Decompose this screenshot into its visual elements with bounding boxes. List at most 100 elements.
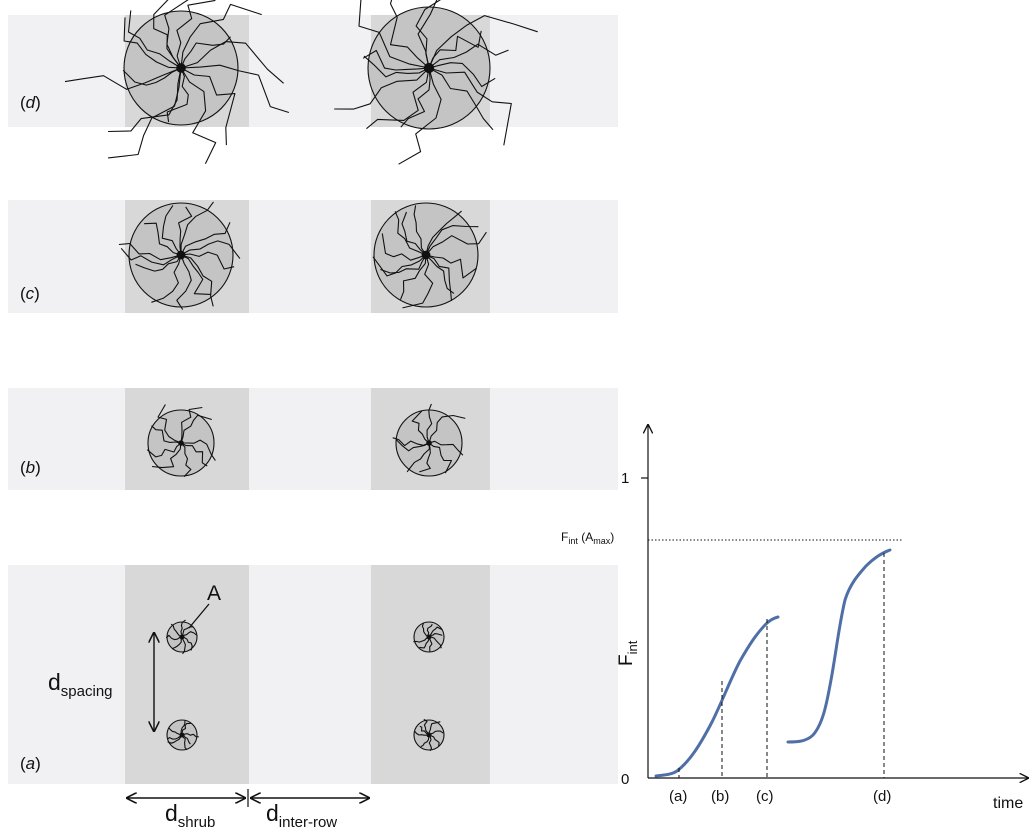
shrub-stem	[176, 250, 186, 260]
shrub-stem	[426, 440, 432, 446]
shrub-root	[108, 67, 182, 133]
shrub-root	[151, 442, 182, 469]
shrub-root	[171, 636, 183, 650]
shrub-root	[123, 17, 182, 69]
shrub-root	[428, 626, 443, 638]
marker-label-d: (d)	[873, 788, 891, 805]
shrub-root	[180, 201, 214, 256]
shrub-d-2	[334, 0, 538, 165]
shrub-a-4	[413, 718, 445, 752]
shrub-root	[358, 0, 430, 69]
fint-graph: 1 0 Fint time Fint (Amax) (a) (b) (c) (d…	[561, 425, 1028, 812]
shrub-root	[122, 67, 182, 86]
shrub-label-a: A	[207, 582, 221, 605]
row-band-d	[8, 15, 618, 127]
shrub-root	[180, 254, 214, 307]
shrub-root	[164, 0, 189, 69]
shrub-root	[362, 49, 430, 71]
shrub-root	[428, 734, 433, 752]
shrub-root	[181, 722, 192, 736]
shrub-stem	[423, 62, 435, 74]
shrub-root	[417, 0, 438, 69]
shrub-stem	[179, 732, 185, 738]
shrub-root	[118, 242, 182, 261]
shrub-root	[181, 636, 186, 655]
x-axis-label: time	[993, 795, 1023, 812]
shrub-root	[180, 240, 241, 259]
shrub-stem	[421, 250, 431, 260]
shrub-root	[428, 721, 441, 736]
marker-label-b: (b)	[711, 788, 729, 805]
shrub-root	[414, 730, 430, 736]
shrub-root	[425, 210, 462, 256]
shrub-root	[181, 636, 193, 651]
shrub-root	[372, 254, 427, 277]
shrub-root	[180, 619, 186, 638]
shrub-d-1	[64, 0, 290, 164]
shrub-root	[363, 55, 430, 78]
y-tick-label-1: 1	[621, 470, 629, 487]
shrub-root	[180, 442, 208, 467]
shrub-c-1	[118, 201, 241, 310]
shrub-root	[151, 425, 182, 444]
spacing-dimension-label: dspacing	[48, 669, 113, 700]
shrub-root	[392, 437, 430, 447]
shrub-root	[165, 634, 183, 641]
panel-label-c: (c)	[20, 284, 40, 303]
shrub-root	[334, 67, 430, 110]
shrub-root	[401, 211, 427, 256]
shrub-root	[180, 64, 290, 114]
shrub-root	[180, 414, 212, 444]
growth-curve-first-planting	[654, 615, 780, 778]
shrub-root	[428, 15, 538, 69]
shrub-root	[428, 43, 509, 69]
row-band-c	[8, 200, 618, 313]
panel-label-b: (b)	[20, 458, 41, 477]
shrub-root	[176, 254, 192, 310]
shrub-root	[108, 67, 182, 159]
shrub-root	[366, 67, 430, 130]
shrub-root	[428, 414, 466, 444]
shrub-root	[428, 67, 494, 131]
shrub-layer	[64, 0, 538, 752]
shrub-stem	[179, 634, 185, 640]
shrub-root	[421, 622, 430, 638]
shrub-root	[146, 442, 182, 458]
shrub-root	[168, 727, 183, 736]
shrub-stem	[176, 63, 186, 73]
shrub-root	[428, 442, 453, 474]
shrub-root	[402, 254, 434, 309]
shrub-root	[180, 67, 217, 164]
shrub-root	[394, 211, 427, 256]
shrub-root	[176, 0, 216, 69]
shrub-stem	[426, 732, 432, 738]
shrub-stem	[178, 440, 184, 446]
shrub-root	[167, 734, 183, 744]
shrub-root	[157, 404, 182, 444]
shrub-root	[423, 718, 430, 736]
shrub-root	[428, 440, 464, 456]
shrub-c-2	[372, 202, 487, 309]
shrub-root	[64, 67, 182, 90]
shrub-root	[398, 67, 442, 165]
shrub-root	[425, 225, 479, 256]
shrub-root	[180, 36, 231, 69]
shrub-root	[181, 439, 216, 461]
shrub-root	[428, 636, 442, 649]
shrub-root	[180, 442, 192, 478]
shrub-root	[411, 410, 430, 444]
shrub-root	[181, 733, 199, 738]
shrub-root	[428, 62, 496, 88]
shrub-a-2	[166, 719, 199, 751]
shrub-a-1	[165, 619, 198, 655]
shrub-root	[120, 247, 182, 266]
shrub-root	[426, 403, 433, 444]
row-band-b	[8, 388, 618, 490]
shrub-root	[419, 442, 431, 473]
inter-row-label: dinter-row	[266, 800, 337, 828]
shrub-root	[180, 251, 235, 270]
shrub-root	[180, 3, 262, 69]
shrub-root	[180, 67, 236, 146]
shrub-root	[381, 233, 427, 261]
